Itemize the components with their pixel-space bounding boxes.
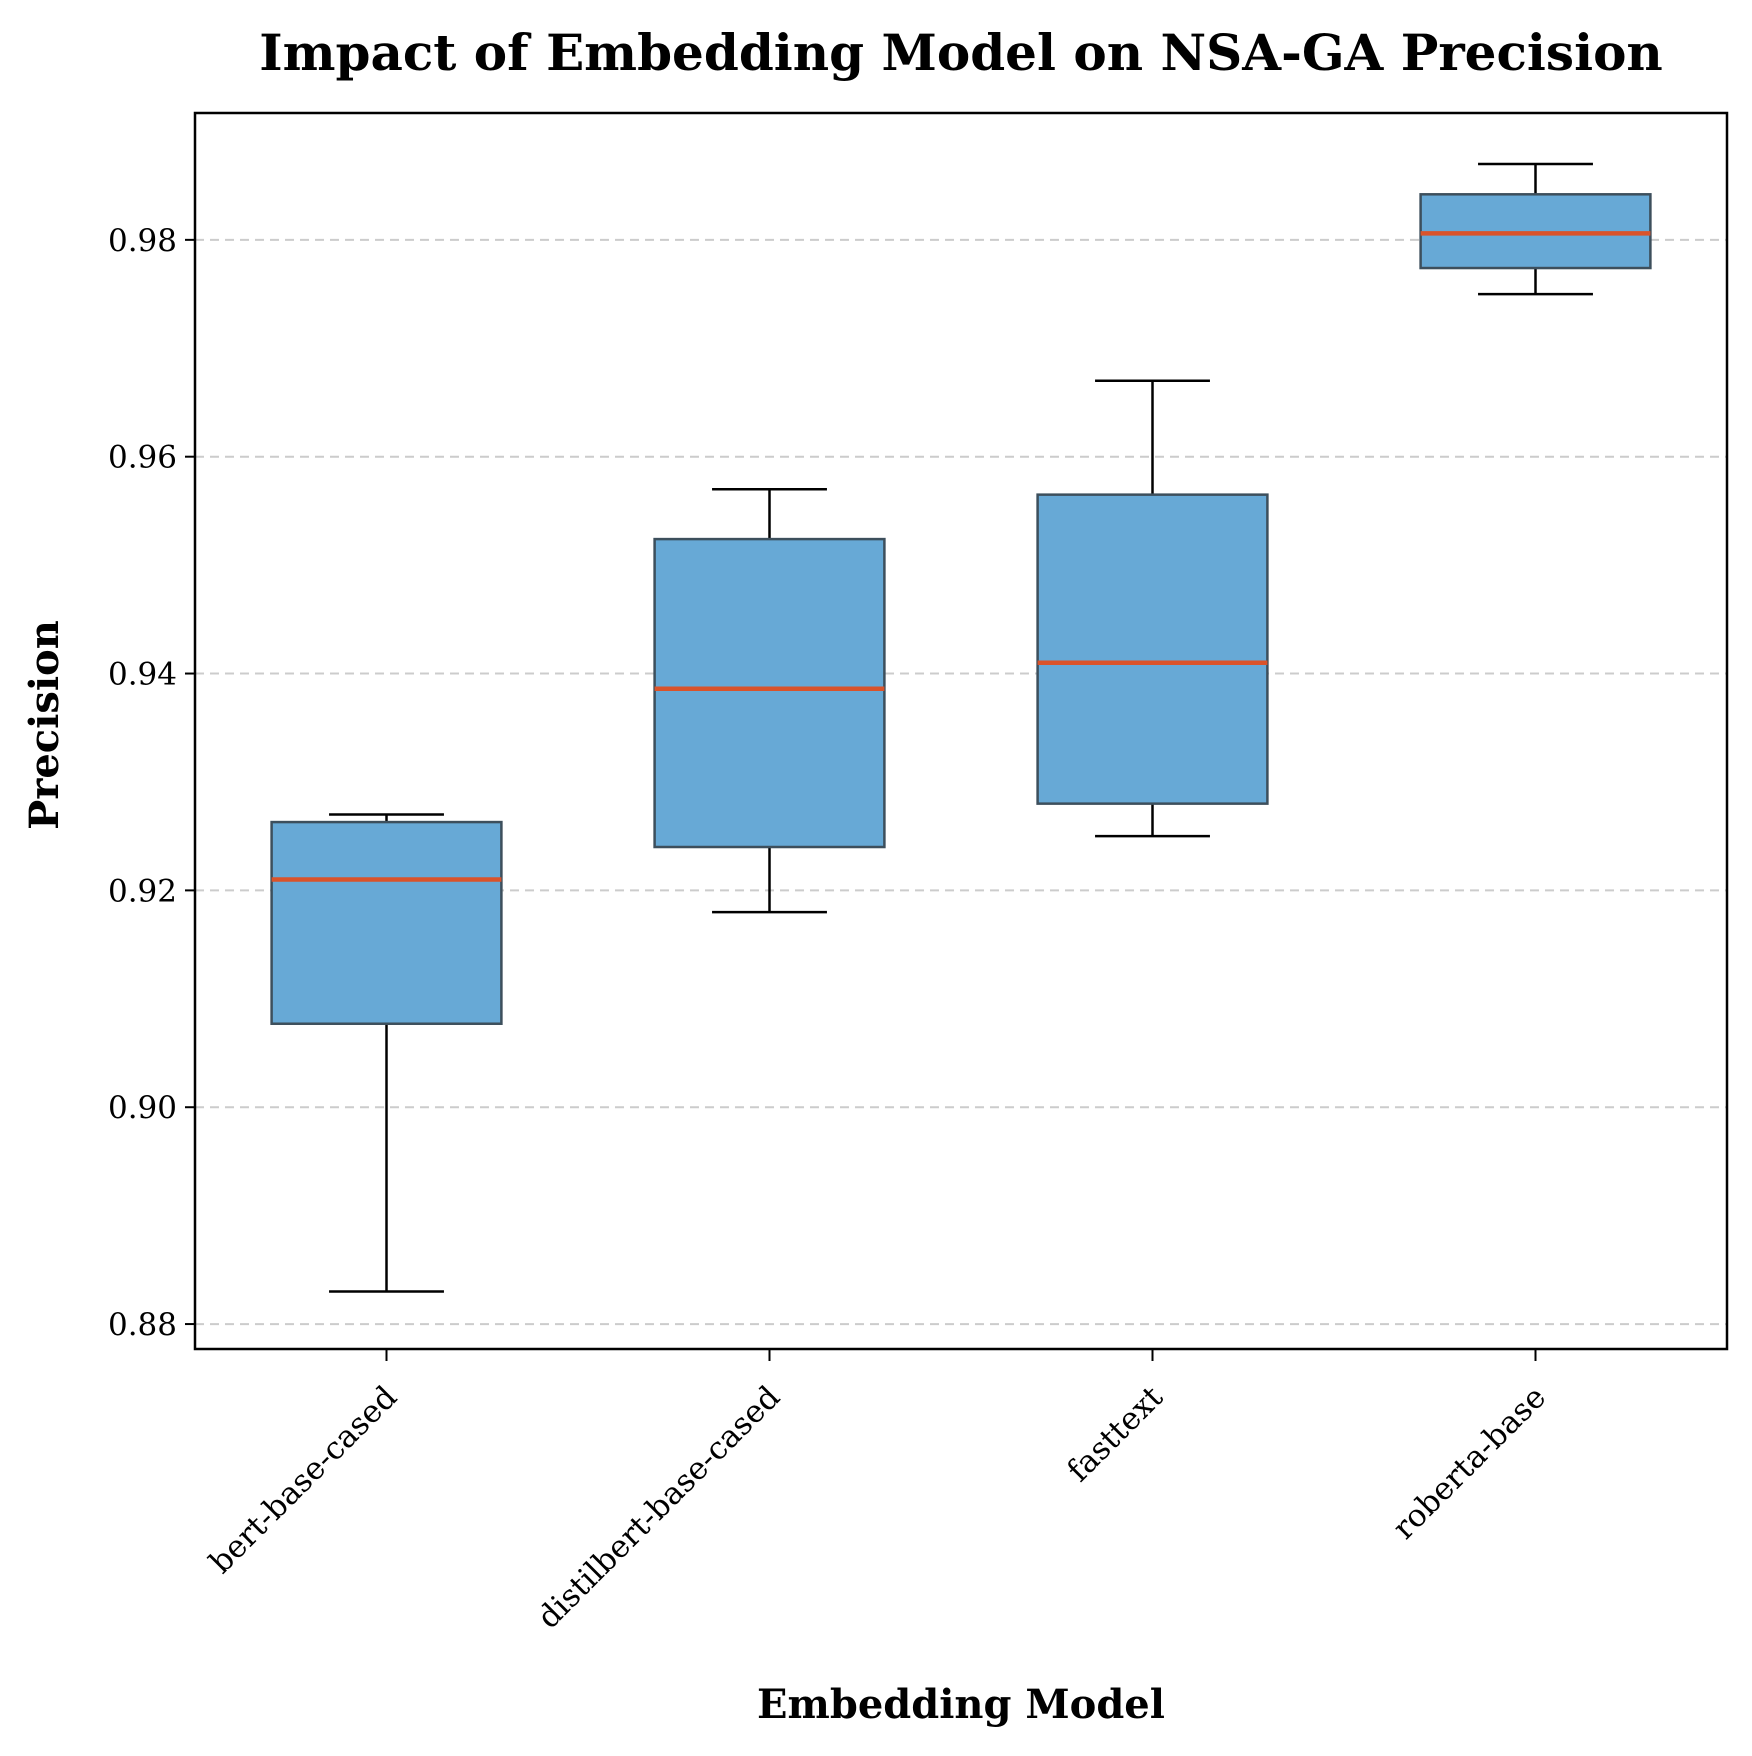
y-tick-label: 0.98 [108, 223, 177, 259]
iqr-box [653, 537, 886, 849]
x-tick-label: fasttext [1061, 1379, 1171, 1489]
y-tick-label: 0.94 [108, 657, 177, 693]
iqr-box [270, 820, 503, 1025]
box-group-distilbert-base-cased [653, 487, 886, 914]
box-group-fasttext [1036, 379, 1269, 838]
x-tick-label: bert-base-cased [203, 1379, 404, 1580]
chart-title: Impact of Embedding Model on NSA-GA Prec… [259, 23, 1663, 82]
box-layer [270, 162, 1652, 1293]
grid-layer [195, 238, 1727, 1326]
x-tick-label: distilbert-base-cased [531, 1379, 788, 1636]
y-tick-label: 0.92 [108, 873, 177, 909]
y-tick-label: 0.96 [108, 440, 177, 476]
x-axis-label: Embedding Model [757, 1681, 1165, 1728]
iqr-box [1036, 493, 1269, 805]
y-tick-label: 0.90 [108, 1090, 177, 1126]
box-group-bert-base-cased [270, 813, 503, 1293]
y-axis-label: Precision [21, 620, 68, 830]
x-tick-label: roberta-base [1386, 1379, 1553, 1546]
box-group-roberta-base [1419, 162, 1652, 296]
y-tick-label: 0.88 [108, 1307, 177, 1343]
plot-frame [193, 111, 1729, 1351]
